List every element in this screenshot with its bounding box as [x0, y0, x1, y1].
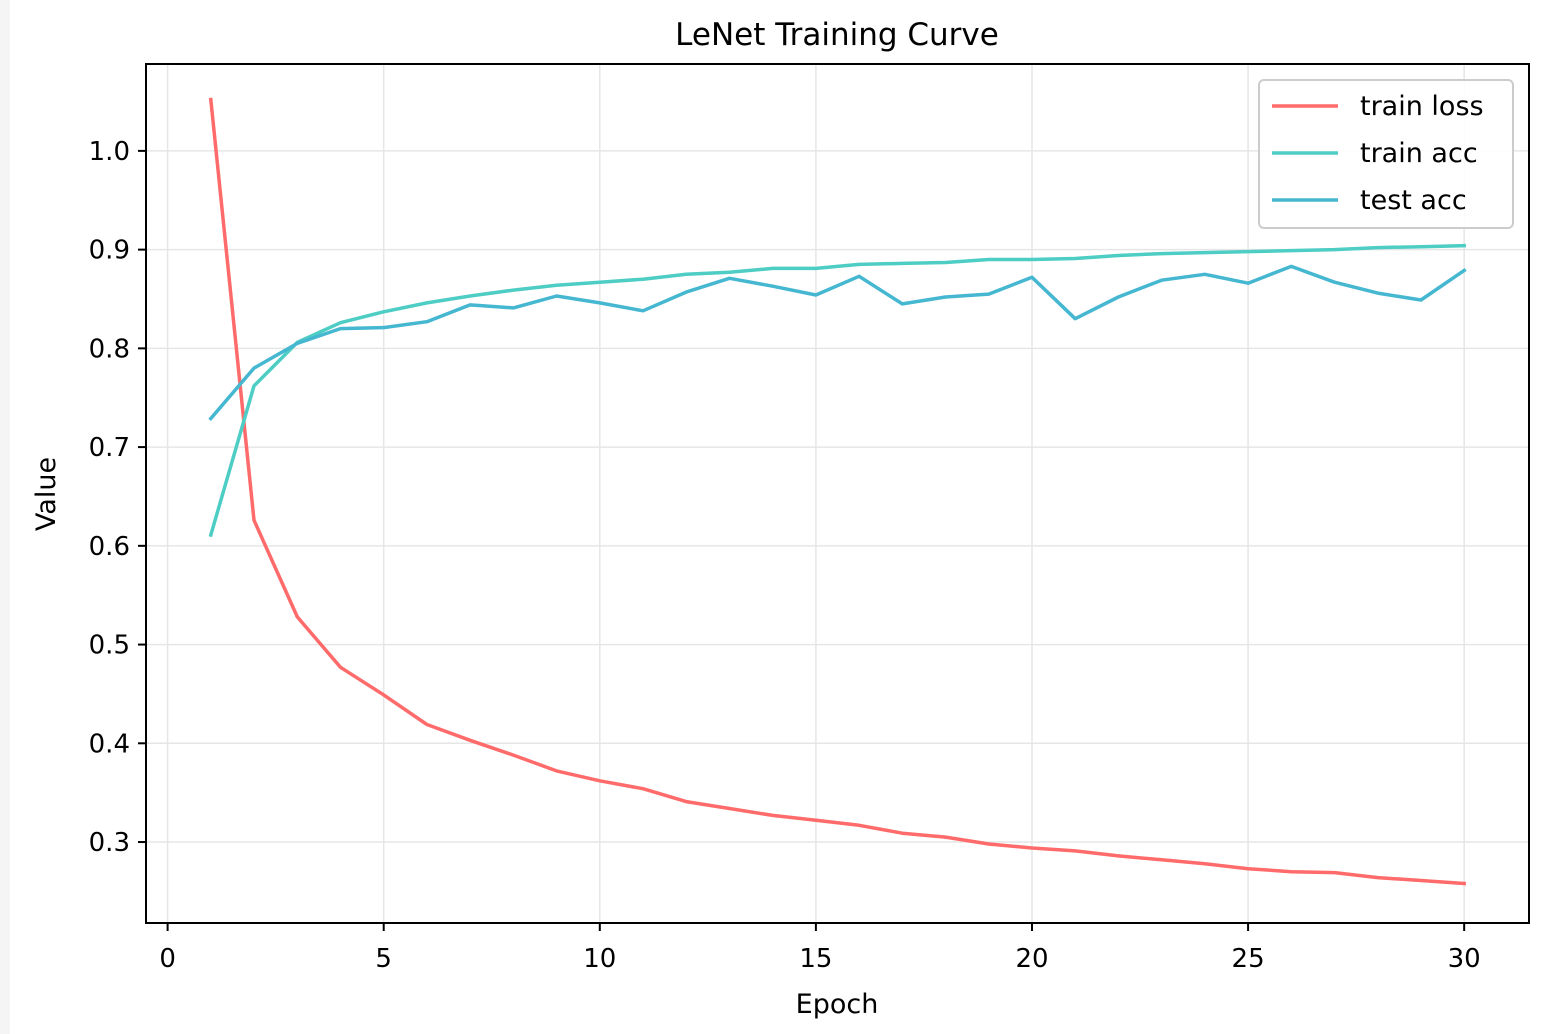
x-tick-label: 0 [159, 944, 176, 974]
series-line-train-acc [208, 243, 1466, 538]
legend-label-test-acc: test acc [1360, 185, 1467, 216]
line-chart: LeNet Training Curve 0 5 10 15 20 25 30 0.3 0.4… [31, 17, 1530, 1020]
y-tick-label: 0.6 [89, 532, 130, 562]
chart-title: LeNet Training Curve [675, 17, 999, 53]
x-tick-label: 30 [1448, 944, 1481, 974]
series-lines [208, 97, 1467, 886]
x-tick-label: 20 [1015, 944, 1048, 974]
x-tick-label: 10 [583, 944, 616, 974]
y-axis-ticks: 0.3 0.4 0.5 0.6 0.7 0.8 0.9 1.0 [89, 137, 146, 858]
y-tick-label: 0.9 [89, 236, 130, 266]
legend-box [1258, 79, 1514, 229]
x-axis-label: Epoch [796, 989, 879, 1020]
legend-label-train-acc: train acc [1360, 138, 1478, 169]
series-line-train-loss [208, 97, 1467, 886]
y-tick-label: 0.7 [89, 433, 130, 463]
y-tick-label: 0.4 [89, 729, 130, 759]
legend-label-train-loss: train loss [1360, 91, 1484, 122]
y-tick-label: 0.5 [89, 631, 130, 661]
legend: train loss train acc test acc [1258, 79, 1514, 229]
x-tick-label: 5 [375, 944, 392, 974]
y-tick-label: 0.8 [89, 334, 130, 364]
x-axis-ticks: 0 5 10 15 20 25 30 [159, 923, 1481, 974]
y-tick-label: 1.0 [89, 137, 130, 167]
y-tick-label: 0.3 [89, 828, 130, 858]
plot-frame [145, 63, 1530, 924]
x-tick-label: 15 [799, 944, 832, 974]
x-tick-label: 25 [1232, 944, 1265, 974]
y-axis-label: Value [31, 457, 62, 531]
series-line-test-acc [208, 264, 1467, 421]
figure: LeNet Training Curve 0 5 10 15 20 25 30 0.3 0.4… [10, 0, 1542, 1034]
